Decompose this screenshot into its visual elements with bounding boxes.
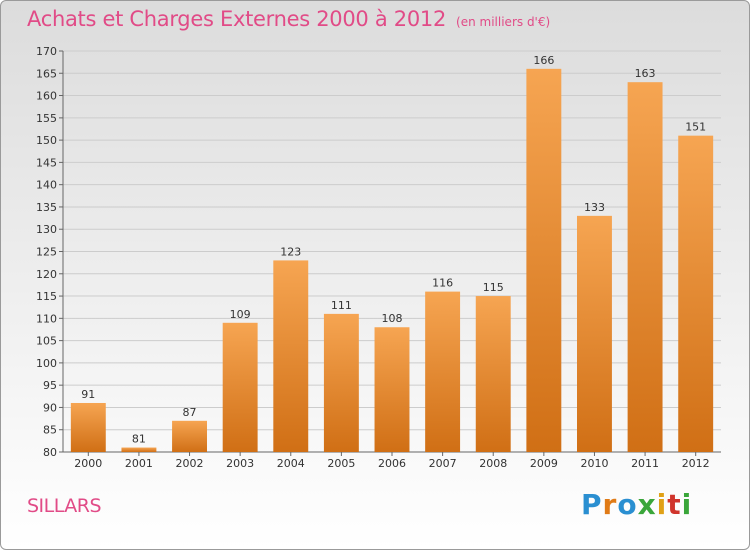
y-tick-label: 155 xyxy=(36,112,57,125)
bar-2009 xyxy=(526,68,562,453)
data-label-2012: 151 xyxy=(685,121,706,134)
y-tick-label: 100 xyxy=(36,357,57,370)
x-tick-label: 2009 xyxy=(530,457,558,470)
bar-2006 xyxy=(374,327,410,452)
data-label-2001: 81 xyxy=(132,433,146,446)
y-tick-label: 80 xyxy=(43,446,57,459)
x-tick-label: 2011 xyxy=(631,457,659,470)
bar-2001 xyxy=(121,447,157,452)
bar-2007 xyxy=(425,291,461,452)
data-label-2009: 166 xyxy=(533,54,554,67)
bar-2004 xyxy=(273,260,309,452)
y-tick-label: 135 xyxy=(36,201,57,214)
x-tick-label: 2006 xyxy=(378,457,406,470)
x-tick-label: 2010 xyxy=(580,457,608,470)
chart-unit: (en milliers d'€) xyxy=(456,15,551,29)
y-tick-label: 140 xyxy=(36,179,57,192)
x-tick-label: 2000 xyxy=(74,457,102,470)
y-tick-label: 85 xyxy=(43,424,57,437)
logo-letter: x xyxy=(637,488,657,521)
chart-title: Achats et Charges Externes 2000 à 2012 (e… xyxy=(27,7,550,31)
bar-2008 xyxy=(475,296,511,452)
bar-2011 xyxy=(627,82,663,452)
y-tick-labels: 80 85 90 95 100 105 110 115 120 125 130 135 140 145 15… xyxy=(36,45,57,459)
logo-letter: P xyxy=(581,488,603,521)
data-label-2010: 133 xyxy=(584,201,605,214)
logo-letter: r xyxy=(602,488,618,521)
y-tick-label: 165 xyxy=(36,67,57,80)
proxiti-logo: Proxiti xyxy=(581,488,692,521)
data-label-2006: 108 xyxy=(382,312,403,325)
data-labels: 91 81 87 109 123 111 108 116 115 166 133 163 151 xyxy=(81,54,706,446)
y-tick-label: 130 xyxy=(36,223,57,236)
data-label-2011: 163 xyxy=(635,67,656,80)
data-label-2000: 91 xyxy=(81,388,95,401)
bar-2003 xyxy=(222,322,258,452)
bar-2005 xyxy=(323,313,359,452)
logo-letter: o xyxy=(617,488,638,521)
x-tick-label: 2012 xyxy=(682,457,710,470)
y-tick-label: 120 xyxy=(36,268,57,281)
x-tick-label: 2001 xyxy=(125,457,153,470)
y-tick-label: 90 xyxy=(43,401,57,414)
bars xyxy=(70,68,714,453)
x-tick-label: 2008 xyxy=(479,457,507,470)
bar-2002 xyxy=(172,420,208,452)
y-tick-label: 145 xyxy=(36,156,57,169)
logo-letter: i xyxy=(681,488,693,521)
y-tick-label: 170 xyxy=(36,45,57,58)
data-label-2005: 111 xyxy=(331,299,352,312)
y-tick-label: 115 xyxy=(36,290,57,303)
data-label-2004: 123 xyxy=(280,245,301,258)
y-tick-label: 150 xyxy=(36,134,57,147)
y-tick-label: 105 xyxy=(36,335,57,348)
y-tick-label: 110 xyxy=(36,312,57,325)
x-tick-labels: 2000 2001 2002 2003 2004 2005 2006 2007 2008 2009… xyxy=(74,457,709,470)
data-label-2002: 87 xyxy=(183,406,197,419)
data-label-2003: 109 xyxy=(230,308,251,321)
y-tick-label: 125 xyxy=(36,246,57,259)
bar-2000 xyxy=(70,402,106,452)
x-tick-label: 2007 xyxy=(429,457,457,470)
data-label-2008: 115 xyxy=(483,281,504,294)
data-label-2007: 116 xyxy=(432,277,453,290)
logo-letter: i xyxy=(656,488,668,521)
bar-2012 xyxy=(678,135,714,452)
bar-2010 xyxy=(576,215,612,452)
x-tick-label: 2002 xyxy=(176,457,204,470)
chart-title-text: Achats et Charges Externes 2000 à 2012 xyxy=(27,7,447,31)
town-name: SILLARS xyxy=(27,495,102,517)
logo-letter: t xyxy=(667,488,682,521)
x-tick-label: 2005 xyxy=(327,457,355,470)
y-tick-label: 160 xyxy=(36,90,57,103)
y-tick-label: 95 xyxy=(43,379,57,392)
x-tick-label: 2004 xyxy=(277,457,305,470)
x-tick-label: 2003 xyxy=(226,457,254,470)
